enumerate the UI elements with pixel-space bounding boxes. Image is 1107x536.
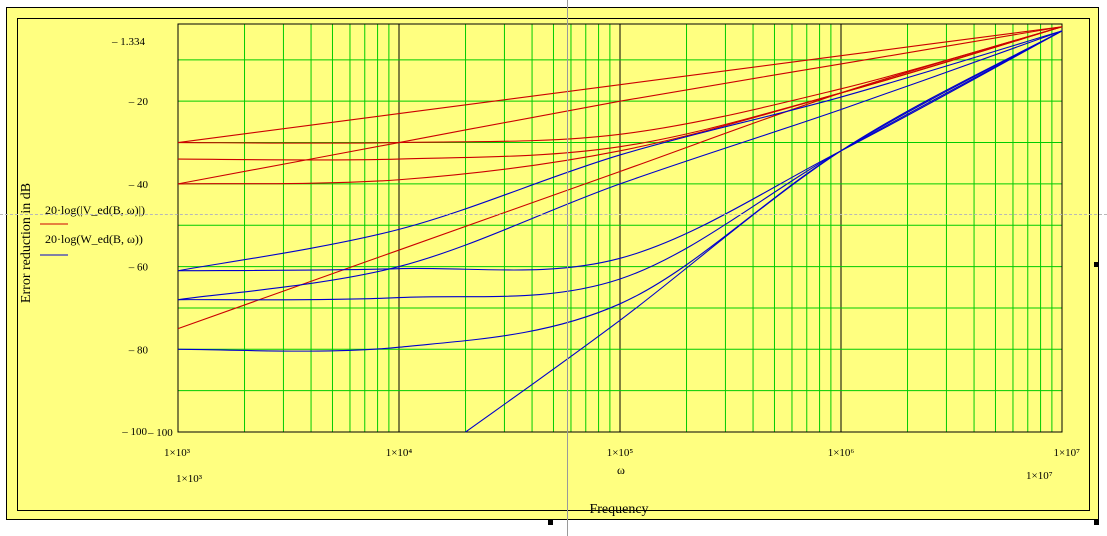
y-axis-title: Error reduction in dB (19, 183, 34, 303)
series-line-6 (177, 26, 1063, 330)
series-line-5 (177, 26, 1063, 185)
x-min-limit-label[interactable]: 1×10³ (176, 473, 203, 485)
resize-handle-bottom[interactable] (548, 520, 553, 525)
legend-label-red[interactable]: 20·log(|V_ed(B, ω)|) (45, 203, 145, 217)
y-tick-label: – 60 (128, 262, 149, 274)
x-axis-variable: ω (617, 463, 625, 477)
resize-handle-corner[interactable] (1094, 520, 1099, 525)
series-line-9 (177, 30, 1063, 272)
x-tick-label: 1×10⁶ (828, 447, 855, 459)
plot-region-frame[interactable] (6, 7, 1099, 520)
x-tick-label: 1×10³ (164, 447, 191, 459)
x-axis-title: Frequency (589, 502, 648, 517)
plot-region-inner-border (17, 18, 1090, 511)
crosshair-vertical (567, 0, 568, 536)
series-line-7 (177, 30, 1063, 272)
resize-handle-right[interactable] (1094, 262, 1099, 267)
y-top-limit-label[interactable]: – 1.334 (111, 36, 146, 48)
x-tick-label: 1×10⁴ (386, 447, 413, 459)
y-bottom-limit-label: – 100 (121, 426, 147, 438)
series-group (177, 26, 1063, 433)
x-tick-label: 1×10⁷ (1053, 447, 1080, 459)
x-tick-labels: 1×10³ 1×10⁴ 1×10⁵ 1×10⁶ 1×10⁷ (164, 447, 1080, 459)
y-axis-min-value: – 100 (147, 427, 173, 439)
y-tick-label: – 80 (128, 344, 149, 356)
x-max-limit-label[interactable]: 1×10⁷ (1026, 470, 1053, 482)
series-line-12 (465, 30, 1063, 433)
plot-area-border (177, 23, 1063, 433)
y-tick-label: – 20 (128, 96, 149, 108)
series-line-11 (177, 30, 1063, 352)
y-tick-label: – 40 (128, 179, 149, 191)
series-line-8 (177, 30, 1063, 301)
y-tick-labels: – 20 – 40 – 60 – 80 – 100 (128, 96, 174, 439)
legend-label-blue[interactable]: 20·log(W_ed(B, ω)) (45, 232, 143, 246)
x-tick-label: 1×10⁵ (607, 447, 634, 459)
series-line-10 (177, 30, 1063, 301)
crosshair-horizontal (0, 214, 1107, 215)
series-line-2 (177, 26, 1063, 185)
series-line-1 (177, 26, 1063, 144)
